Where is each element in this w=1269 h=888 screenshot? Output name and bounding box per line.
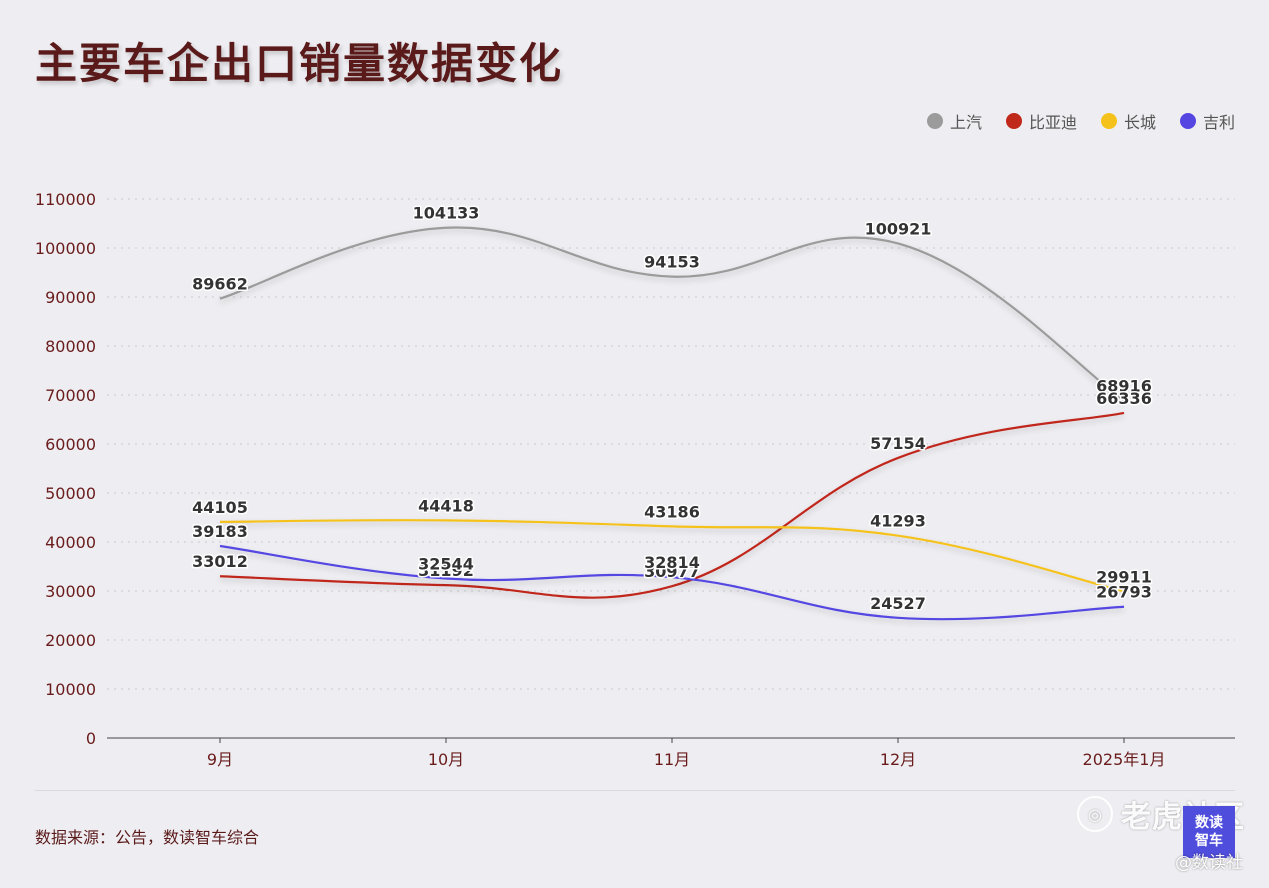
data-label: 39183: [192, 522, 248, 541]
series-line: [219, 544, 1125, 621]
watermark-handle: @数读社: [1175, 853, 1243, 873]
legend-swatch: [1100, 113, 1117, 129]
series-line: [219, 226, 1125, 402]
badge-line2: 智车: [1195, 833, 1223, 849]
data-label: 29911: [1096, 567, 1152, 586]
y-tick-label: 100000: [35, 239, 96, 258]
series-line: [219, 411, 1125, 599]
data-label: 44105: [192, 498, 248, 517]
x-tick-label: 2025年1月: [1083, 750, 1166, 769]
legend-label: 吉利: [1202, 113, 1235, 132]
legend-item[interactable]: 吉利: [1179, 109, 1235, 133]
y-tick-label: 70000: [45, 386, 96, 405]
data-labels: 89662 104133 94153 100921 68916 33012 31192 309…: [191, 202, 1154, 614]
y-tick-label: 80000: [45, 337, 96, 356]
data-label: 104133: [413, 204, 480, 223]
tiger-logo-icon: ◎: [1077, 796, 1113, 832]
y-tick-label: 20000: [45, 631, 96, 650]
x-tick-label: 12月: [880, 750, 916, 769]
legend-label: 长城: [1123, 113, 1156, 132]
y-tick-label: 40000: [45, 533, 96, 552]
data-label: 31192: [418, 561, 474, 580]
data-label: 66336: [1096, 389, 1152, 408]
data-label: 26793: [1096, 583, 1152, 602]
y-tick-label: 10000: [45, 680, 96, 699]
brand-badge: 数读 智车: [1183, 806, 1235, 858]
chart-title: 主要车企出口销量数据变化: [35, 39, 564, 88]
data-label: 94153: [644, 253, 700, 272]
legend-item[interactable]: 上汽: [926, 109, 982, 133]
y-tick-label: 90000: [45, 288, 96, 307]
series-line: [219, 519, 1125, 593]
data-label: 32814: [644, 553, 700, 572]
legend-item[interactable]: 比亚迪: [1005, 109, 1077, 133]
legend-item[interactable]: 长城: [1100, 109, 1156, 133]
data-label: 30977: [644, 562, 700, 581]
x-tick-label: 10月: [428, 750, 464, 769]
legend: 上汽 比亚迪 长城 吉利: [926, 109, 1235, 133]
y-tick-label: 110000: [35, 190, 96, 209]
legend-label: 比亚迪: [1028, 113, 1077, 132]
data-label: 32544: [418, 555, 474, 574]
data-label: 100921: [865, 219, 932, 238]
data-label: 33012: [192, 552, 248, 571]
y-tick-label: 50000: [45, 484, 96, 503]
footer-divider: [35, 790, 1235, 791]
legend-swatch: [926, 113, 943, 129]
data-label: 57154: [870, 434, 926, 453]
data-label: 68916: [1096, 376, 1152, 395]
legend-swatch: [1005, 113, 1022, 129]
data-label: 43186: [644, 502, 700, 521]
y-tick-label: 0: [86, 729, 96, 748]
legend-label: 上汽: [949, 113, 982, 132]
data-label: 89662: [192, 275, 248, 294]
y-tick-label: 60000: [45, 435, 96, 454]
axes: 0 10000 20000 30000 40000 50000 60000 70000 8000…: [35, 190, 1235, 769]
badge-line1: 数读: [1195, 815, 1223, 831]
series-lines: [219, 226, 1125, 621]
data-label: 44418: [418, 496, 474, 515]
y-tick-label: 30000: [45, 582, 96, 601]
x-tick-label: 9月: [207, 750, 233, 769]
data-label: 24527: [870, 594, 926, 613]
gridlines: [107, 198, 1235, 690]
legend-swatch: [1179, 113, 1196, 129]
data-label: 41293: [870, 512, 926, 531]
source-note: 数据来源：公告，数读智车综合: [35, 828, 260, 847]
x-tick-label: 11月: [654, 750, 690, 769]
